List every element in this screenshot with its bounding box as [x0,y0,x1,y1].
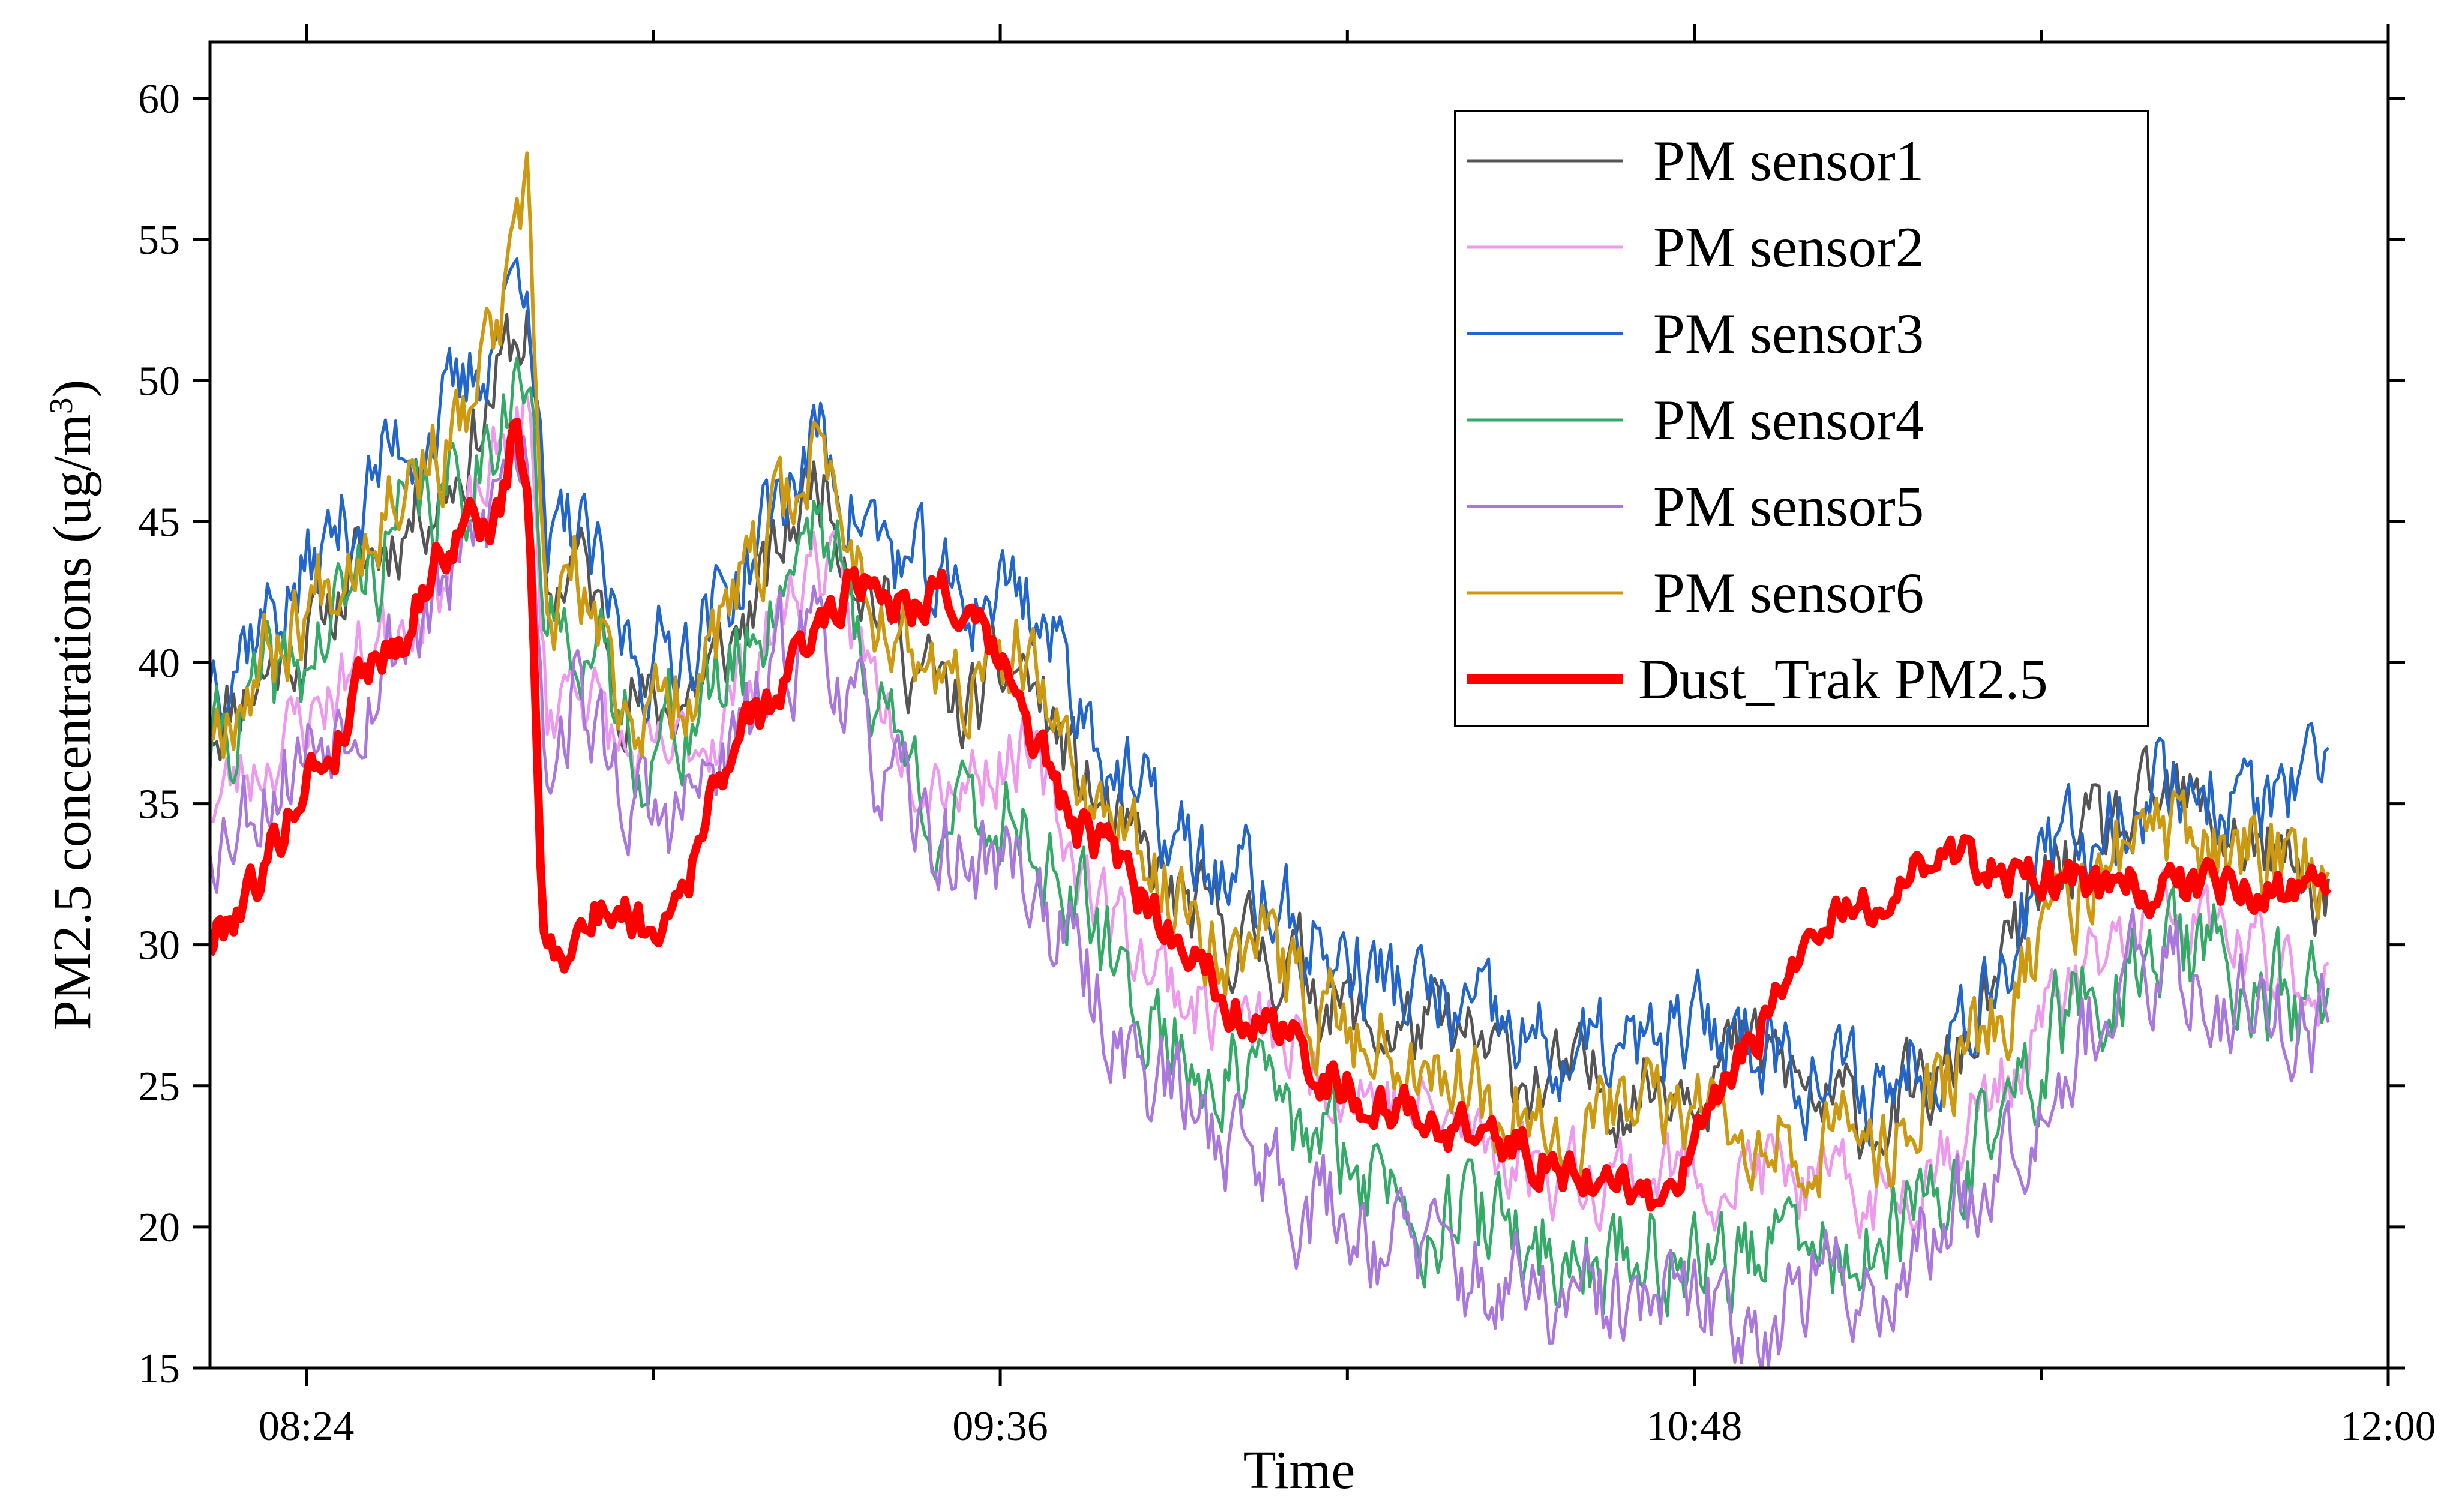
series-line-6 [210,151,2331,1199]
series-line-4 [210,356,2330,1318]
legend-label: PM sensor3 [1653,302,1924,365]
x-tick-label: 10:48 [1647,1403,1742,1450]
x-tick-label: 09:36 [952,1403,1048,1450]
y-tick-label: 15 [138,1346,180,1392]
series-line-5 [210,434,2330,1368]
plot-frame [208,40,2390,1370]
y-tick-label: 50 [138,358,180,404]
series-line-3 [210,257,2330,1147]
series-line-1 [210,310,2330,1160]
x-tick-label: 12:00 [2340,1403,2436,1450]
series-line-7 [210,417,2332,1212]
y-tick-labels: 15 20 25 30 35 40 45 50 55 60 [138,76,180,1392]
legend-label: Dust_Trak PM2.5 [1638,647,2048,711]
legend-label: PM sensor5 [1653,475,1924,538]
y-tick-label: 30 [138,923,180,969]
legend-label: PM sensor1 [1653,129,1924,193]
y-tick-label: 20 [138,1205,180,1251]
legend: PM sensor1 PM sensor2 PM sensor3 PM sensor4… [1454,110,2149,727]
x-tick-label: 08:24 [259,1403,354,1450]
y-axis-title-main: PM2.5 concentrations (ug/m [43,414,102,1030]
x-tick-labels: 08:24 09:36 10:48 12:00 [259,1403,2436,1450]
series-line-2 [210,395,2330,1240]
y-tick-label: 35 [138,782,180,828]
y-tick-label: 40 [138,640,180,686]
y-axis-title: PM2.5 concentrations (ug/m3) [43,380,103,1031]
legend-label: PM sensor4 [1653,388,1924,452]
legend-label: PM sensor2 [1653,215,1924,279]
y-tick-label: 45 [138,499,180,545]
y-tick-label: 25 [138,1064,180,1110]
legend-label: PM sensor6 [1653,561,1924,625]
y-tick-label: 55 [138,217,180,263]
series-layer [210,151,2332,1368]
y-axis-title-superscript: 3 [43,398,79,415]
y-tick-label: 60 [138,76,180,122]
x-axis-title: Time [1243,1441,1356,1500]
y-axis-title-close: ) [43,380,102,398]
axis-ticks [193,24,2405,1386]
